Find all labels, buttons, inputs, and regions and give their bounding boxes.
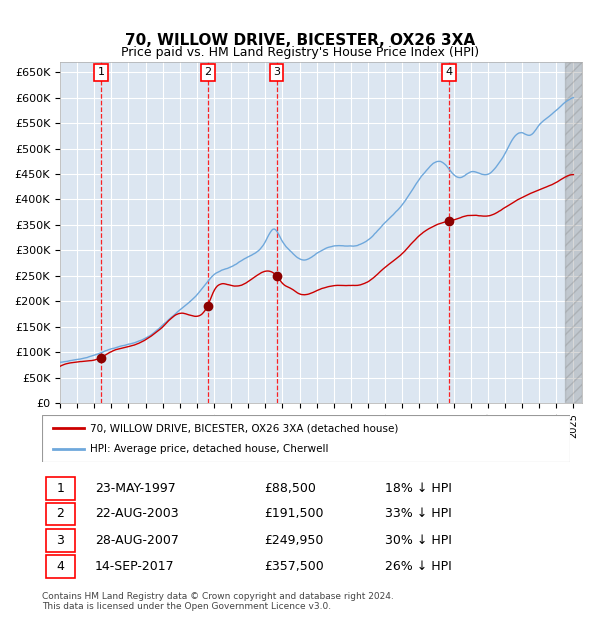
FancyBboxPatch shape xyxy=(46,529,75,552)
Text: 4: 4 xyxy=(445,67,452,77)
Text: 70, WILLOW DRIVE, BICESTER, OX26 3XA: 70, WILLOW DRIVE, BICESTER, OX26 3XA xyxy=(125,33,475,48)
Text: 28-AUG-2007: 28-AUG-2007 xyxy=(95,534,179,547)
Text: 1: 1 xyxy=(56,482,64,495)
Text: 1: 1 xyxy=(97,67,104,77)
Text: £88,500: £88,500 xyxy=(264,482,316,495)
Text: This data is licensed under the Open Government Licence v3.0.: This data is licensed under the Open Gov… xyxy=(42,602,331,611)
Text: £249,950: £249,950 xyxy=(264,534,323,547)
Text: 70, WILLOW DRIVE, BICESTER, OX26 3XA (detached house): 70, WILLOW DRIVE, BICESTER, OX26 3XA (de… xyxy=(89,423,398,433)
Text: 33% ↓ HPI: 33% ↓ HPI xyxy=(385,508,452,520)
Text: 4: 4 xyxy=(56,560,64,574)
Text: 26% ↓ HPI: 26% ↓ HPI xyxy=(385,560,452,574)
FancyBboxPatch shape xyxy=(42,415,570,462)
Bar xyxy=(565,62,582,403)
FancyBboxPatch shape xyxy=(46,556,75,578)
Text: 2: 2 xyxy=(205,67,211,77)
Text: Price paid vs. HM Land Registry's House Price Index (HPI): Price paid vs. HM Land Registry's House … xyxy=(121,46,479,59)
FancyBboxPatch shape xyxy=(46,502,75,525)
Text: 30% ↓ HPI: 30% ↓ HPI xyxy=(385,534,452,547)
Text: 14-SEP-2017: 14-SEP-2017 xyxy=(95,560,175,574)
Text: HPI: Average price, detached house, Cherwell: HPI: Average price, detached house, Cher… xyxy=(89,444,328,454)
Text: Contains HM Land Registry data © Crown copyright and database right 2024.: Contains HM Land Registry data © Crown c… xyxy=(42,592,394,601)
Text: 22-AUG-2003: 22-AUG-2003 xyxy=(95,508,178,520)
Text: 2: 2 xyxy=(56,508,64,520)
Text: 18% ↓ HPI: 18% ↓ HPI xyxy=(385,482,452,495)
FancyBboxPatch shape xyxy=(46,477,75,500)
Text: £191,500: £191,500 xyxy=(264,508,323,520)
Text: 23-MAY-1997: 23-MAY-1997 xyxy=(95,482,176,495)
Text: 3: 3 xyxy=(56,534,64,547)
Text: £357,500: £357,500 xyxy=(264,560,323,574)
Text: 3: 3 xyxy=(273,67,280,77)
